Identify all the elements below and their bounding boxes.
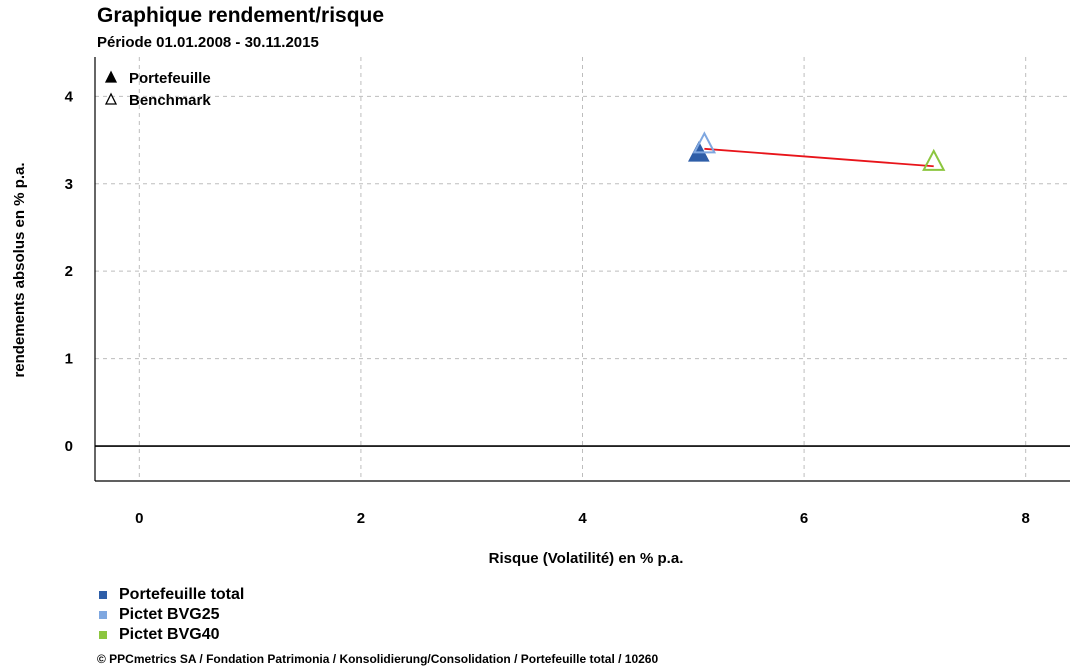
- marker-legend-symbol-0: [104, 70, 118, 83]
- y-axis-label: rendements absolus en % p.a.: [11, 162, 28, 377]
- portfolio-benchmark-connector: [704, 147, 934, 168]
- y-tick-label-0: 0: [65, 438, 73, 455]
- marker-legend-label-1: Benchmark: [129, 92, 211, 109]
- x-tick-label-4: 8: [1022, 510, 1030, 527]
- y-tick-label-1: 1: [65, 351, 73, 368]
- x-tick-label-1: 2: [357, 510, 365, 527]
- marker-legend-symbol-1: [104, 92, 118, 105]
- x-tick-labels: 0 2 4 6 8: [135, 510, 1030, 527]
- series-legend-label: Portefeuille total: [119, 586, 245, 603]
- x-axis-label: Risque (Volatilité) en % p.a.: [489, 550, 684, 567]
- x-tick-label-0: 0: [135, 510, 143, 527]
- x-tick-label-3: 6: [800, 510, 808, 527]
- series-legend-item-1: Pictet BVG25: [99, 605, 244, 625]
- series-legend-label: Pictet BVG25: [119, 606, 220, 623]
- copyright-footer: © PPCmetrics SA / Fondation Patrimonia /…: [97, 652, 659, 666]
- series-swatch-1: [99, 611, 107, 619]
- y-tick-label-2: 2: [65, 263, 73, 280]
- axes: [94, 57, 1070, 482]
- chart-subtitle: Période 01.01.2008 - 30.11.2015: [97, 34, 319, 51]
- data-point-1: [692, 131, 717, 154]
- chart-title: Graphique rendement/risque: [97, 4, 385, 27]
- series-legend-item-2: Pictet BVG40: [99, 625, 244, 645]
- y-tick-labels: 0 1 2 3 4: [65, 88, 74, 455]
- series-legend: Portefeuille total Pictet BVG25 Pictet B…: [99, 585, 244, 645]
- series-swatch-0: [99, 591, 107, 599]
- marker-legend: Portefeuille Benchmark: [104, 70, 211, 109]
- series-legend-label: Pictet BVG40: [119, 626, 220, 643]
- data-point-2: [922, 148, 946, 171]
- grid-lines: [95, 57, 1070, 481]
- x-tick-label-2: 4: [578, 510, 587, 527]
- series-legend-item-0: Portefeuille total: [99, 585, 244, 605]
- y-tick-label-3: 3: [65, 176, 73, 193]
- data-points: [688, 131, 946, 171]
- marker-legend-label-0: Portefeuille: [129, 70, 211, 87]
- series-swatch-2: [99, 631, 107, 639]
- y-tick-label-4: 4: [65, 88, 74, 105]
